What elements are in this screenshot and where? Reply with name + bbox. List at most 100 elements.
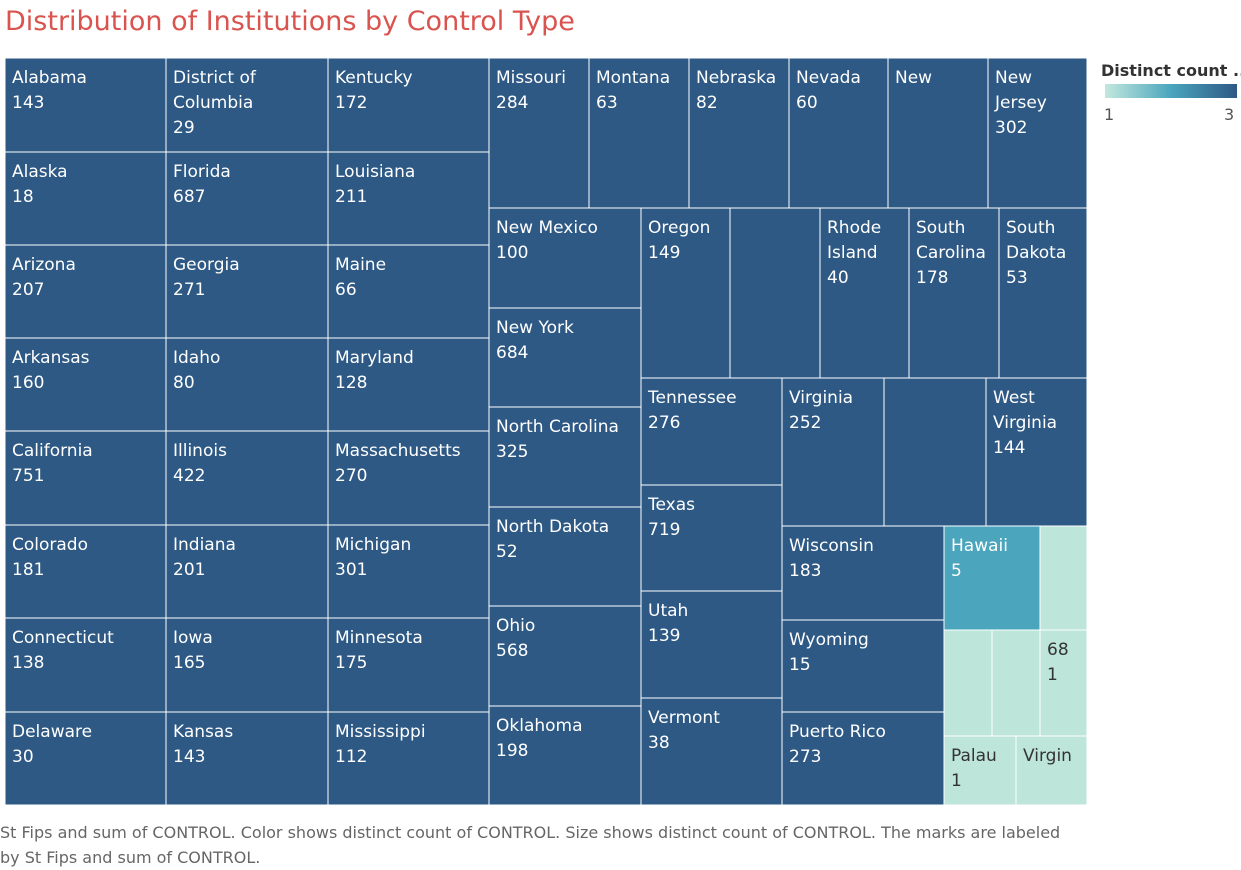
treemap-cell[interactable]: West Virginia 144 [985, 377, 1088, 527]
treemap-cell[interactable] [729, 207, 821, 379]
treemap-cell[interactable]: Delaware 30 [4, 711, 167, 806]
treemap-cell[interactable]: Colorado 181 [4, 524, 167, 619]
treemap-cell-value: 271 [173, 280, 205, 300]
treemap-cell[interactable]: Missouri 284 [488, 57, 590, 209]
treemap-cell-rect [640, 377, 783, 486]
treemap-cell[interactable]: Tennessee 276 [640, 377, 783, 486]
treemap-cell[interactable]: Louisiana 211 [327, 151, 490, 246]
treemap-cell-rect [819, 207, 910, 379]
treemap-cell[interactable]: Florida 687 [165, 151, 329, 246]
treemap-cell[interactable]: New Jersey 302 [987, 57, 1088, 209]
treemap-cell[interactable]: Texas 719 [640, 484, 783, 592]
treemap-cell-value: 143 [173, 747, 205, 767]
treemap-cell[interactable]: Idaho 80 [165, 337, 329, 432]
treemap-cell[interactable]: New [887, 57, 989, 209]
treemap-cell-value: 325 [496, 442, 528, 462]
treemap-cell-label: Virginia [789, 388, 853, 408]
treemap-cell-label: Alaska [12, 162, 68, 182]
treemap-cell[interactable]: Oregon 149 [640, 207, 731, 379]
treemap-cell-value: 80 [173, 373, 195, 393]
treemap-cell[interactable]: Kansas 143 [165, 711, 329, 806]
treemap-cell[interactable]: Wisconsin 183 [781, 525, 945, 621]
treemap-cell[interactable]: District of Columbia 29 [165, 57, 329, 153]
treemap-cell[interactable]: Oklahoma 198 [488, 705, 642, 806]
treemap-cell[interactable]: Alaska 18 [4, 151, 167, 246]
treemap-cell-rect [943, 525, 1041, 631]
treemap-cell-label: Utah [648, 601, 688, 621]
treemap-cell[interactable]: Utah 139 [640, 590, 783, 699]
treemap-cell[interactable]: Mississippi 112 [327, 711, 490, 806]
treemap-cell[interactable]: Vermont 38 [640, 697, 783, 806]
treemap-cell-label: Arkansas [12, 348, 90, 368]
treemap-cell[interactable]: Georgia 271 [165, 244, 329, 339]
legend-min-label: 1 [1104, 105, 1115, 124]
treemap-cell[interactable]: South Dakota 53 [998, 207, 1088, 379]
treemap-cell-value: 165 [173, 653, 205, 673]
treemap-cell-value: 66 [335, 280, 357, 300]
treemap-cell-label: Nevada [796, 68, 861, 88]
treemap-cell[interactable]: Wyoming 15 [781, 619, 945, 713]
treemap-cell[interactable]: Illinois 422 [165, 430, 329, 526]
treemap-cell[interactable] [883, 377, 987, 527]
treemap-cell[interactable] [991, 629, 1041, 737]
treemap-cell[interactable]: Hawaii 5 [943, 525, 1041, 631]
treemap-cell-rect [327, 244, 490, 339]
treemap-cell-rect [488, 506, 642, 607]
treemap-cell[interactable]: Connecticut 138 [4, 617, 167, 713]
treemap-cell[interactable]: Virginia 252 [781, 377, 885, 527]
treemap-cell[interactable]: Arizona 207 [4, 244, 167, 339]
treemap-cell[interactable]: Palau 1 [943, 735, 1017, 806]
treemap-cell[interactable]: South Carolina 178 [908, 207, 1000, 379]
treemap-cell-label: New [895, 68, 932, 88]
treemap-cell-label: Maryland [335, 348, 414, 368]
treemap-cell[interactable]: Massachusetts 270 [327, 430, 490, 526]
legend-color-ramp [1105, 84, 1237, 98]
treemap-cell-value: 149 [648, 243, 680, 263]
treemap-cell[interactable]: Michigan 301 [327, 524, 490, 619]
treemap-cell[interactable]: Virgin [1015, 735, 1088, 806]
treemap-cell-value: 30 [12, 747, 34, 767]
treemap-cell-value: 172 [335, 93, 367, 113]
treemap-cell[interactable]: Iowa 165 [165, 617, 329, 713]
treemap-cell-label: Oklahoma [496, 716, 583, 736]
treemap-cell-value: 143 [12, 93, 44, 113]
treemap-cell[interactable]: Kentucky 172 [327, 57, 490, 153]
treemap-cell-label: Arizona [12, 255, 76, 275]
treemap-cell[interactable]: Nevada 60 [788, 57, 889, 209]
treemap-cell-value: 687 [173, 187, 205, 207]
treemap-cell[interactable] [943, 629, 993, 737]
treemap-cell-label: Connecticut [12, 628, 114, 648]
treemap-cell[interactable]: 681 [1039, 629, 1088, 737]
treemap-cell-rect [165, 57, 329, 153]
treemap-cell-rect [488, 57, 590, 209]
treemap-cell-rect [488, 207, 642, 309]
treemap-cell-rect [4, 244, 167, 339]
treemap-cell-label: California [12, 441, 93, 461]
treemap-cell[interactable] [1039, 525, 1088, 631]
treemap-cell-rect [987, 57, 1088, 209]
treemap-cell-label: Iowa [173, 628, 213, 648]
treemap-cell[interactable]: New Mexico 100 [488, 207, 642, 309]
treemap-cell-value: 128 [335, 373, 367, 393]
treemap-cell[interactable]: Arkansas 160 [4, 337, 167, 432]
treemap-cell[interactable]: Maine 66 [327, 244, 490, 339]
treemap-cell[interactable]: Minnesota 175 [327, 617, 490, 713]
treemap-cell[interactable]: California 751 [4, 430, 167, 526]
treemap-cell-label: Vermont [648, 708, 720, 728]
treemap-cell[interactable]: Maryland 128 [327, 337, 490, 432]
treemap-cell-label: Puerto Rico [789, 722, 886, 742]
treemap-cell[interactable]: Rhode Island 40 [819, 207, 910, 379]
treemap-cell[interactable]: Puerto Rico 273 [781, 711, 945, 806]
treemap-cell[interactable]: Indiana 201 [165, 524, 329, 619]
treemap-cell[interactable]: Alabama 143 [4, 57, 167, 153]
treemap-cell[interactable]: New York 684 [488, 307, 642, 408]
treemap-cell-value: 60 [796, 93, 818, 113]
treemap-cell-rect [781, 525, 945, 621]
treemap-cell-value: 273 [789, 747, 821, 767]
treemap-cell[interactable]: North Dakota 52 [488, 506, 642, 607]
treemap-cell-rect [327, 617, 490, 713]
treemap-cell[interactable]: North Carolina 325 [488, 406, 642, 508]
treemap-cell[interactable]: Ohio 568 [488, 605, 642, 707]
treemap-cell[interactable]: Montana 63 [588, 57, 690, 209]
treemap-cell[interactable]: Nebraska 82 [688, 57, 790, 209]
